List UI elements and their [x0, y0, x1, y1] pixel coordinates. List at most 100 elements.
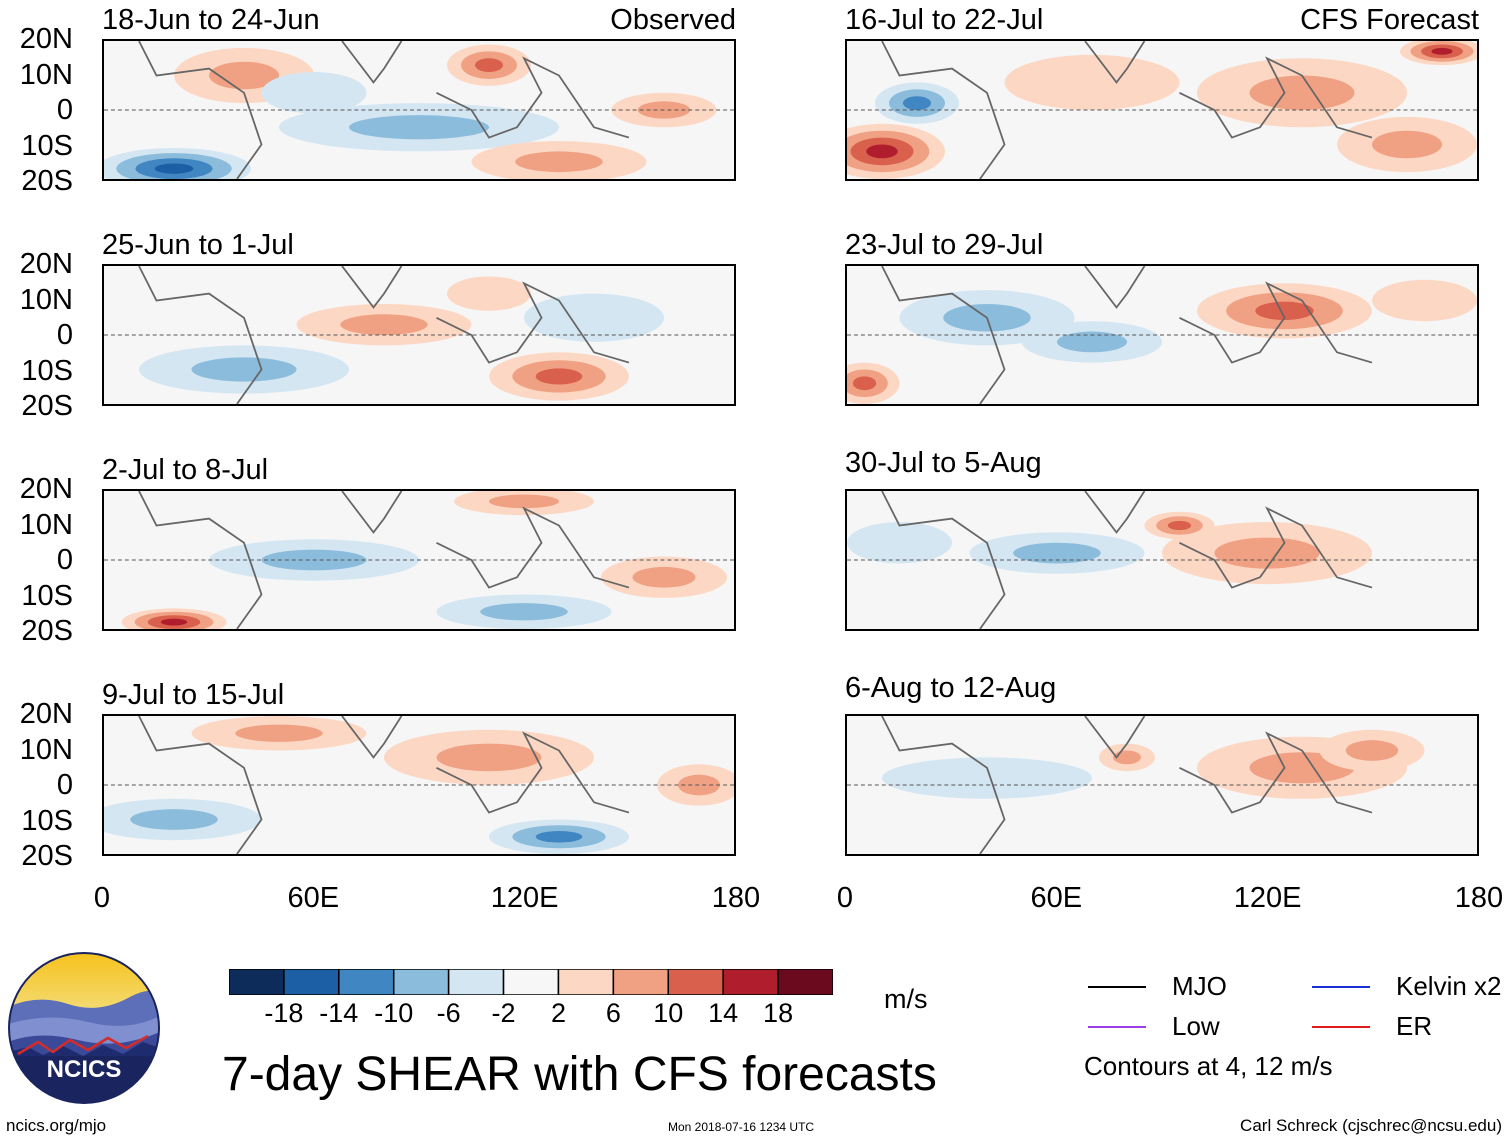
shear-anomaly-3: [480, 603, 568, 621]
lat-tick-label: 20N: [19, 473, 73, 505]
legend-swatch-mjo: [1088, 986, 1146, 988]
shear-field-4: [104, 491, 734, 629]
shear-field-0: [104, 41, 734, 179]
coastline: [138, 716, 630, 854]
colorbar-tick-label: -14: [319, 998, 359, 1028]
colorbar-swatch: [283, 969, 340, 995]
colorbar-tick-label: -10: [374, 998, 414, 1028]
shear-anomaly-3: [1057, 331, 1127, 353]
colorbar-tick-label: 10: [653, 998, 684, 1028]
lon-tick-label: 0: [836, 882, 854, 914]
shear-anomaly-2: [191, 357, 297, 382]
lat-tick-label: 20N: [19, 248, 73, 280]
coastline: [881, 491, 1373, 629]
panel-title: 30-Jul to 5-Aug: [845, 447, 1042, 479]
colorbar-swatch: [229, 969, 285, 995]
shear-anomaly-1: [475, 58, 503, 73]
lon-tick-label: 60E: [287, 882, 340, 914]
lat-tick-label: 10N: [19, 58, 73, 91]
legend-label: ER: [1396, 1011, 1433, 1041]
shear-anomaly-1: [1013, 542, 1101, 564]
panel-6: [102, 714, 736, 856]
lon-tick-label: 0: [93, 882, 111, 914]
lat-tick-label: 10S: [21, 354, 73, 387]
shear-anomaly-0: [160, 618, 188, 626]
footer-url[interactable]: ncics.org/mjo: [6, 1116, 107, 1135]
shear-anomaly-2: [1249, 75, 1355, 110]
shear-anomaly-0: [436, 743, 542, 772]
panel-title: 6-Aug to 12-Aug: [845, 672, 1057, 704]
panel-title: 18-Jun to 24-Jun: [102, 4, 320, 36]
lat-tick-label: 20S: [21, 840, 73, 872]
shear-anomaly-0: [340, 314, 428, 335]
shear-anomaly-0: [866, 144, 898, 159]
panel-2: [102, 264, 736, 406]
panel-title: 23-Jul to 29-Jul: [845, 229, 1044, 261]
colorbar-swatch: [338, 969, 395, 995]
colorbar-tick-label: 18: [763, 998, 794, 1028]
shear-anomaly-3: [1345, 740, 1399, 761]
shear-anomaly-6: [261, 72, 367, 114]
lat-tick-label: 20S: [21, 165, 73, 197]
colorbar-swatch: [557, 969, 615, 995]
colorbar-swatch: [777, 969, 833, 995]
lat-tick-label: 10N: [19, 283, 73, 316]
legend-label: Kelvin x2: [1396, 971, 1502, 1001]
panel-label-observed: Observed: [610, 4, 736, 36]
coastline: [138, 491, 630, 629]
colorbar-swatch: [667, 969, 724, 995]
shear-anomaly-2: [852, 376, 877, 391]
colorbar-tick-label: -6: [436, 998, 461, 1028]
panel-0: [102, 39, 736, 181]
colorbar-tick-label: -2: [491, 998, 516, 1028]
shear-anomaly-1: [488, 494, 559, 509]
lon-tick-label: 120E: [490, 882, 559, 914]
shear-anomaly-1: [1255, 301, 1314, 321]
lat-tick-label: 10N: [19, 508, 73, 541]
coastline: [881, 41, 1373, 179]
panel-title: 25-Jun to 1-Jul: [102, 229, 294, 261]
shear-anomaly-3: [349, 115, 489, 140]
coastline: [881, 266, 1373, 404]
lon-tick-label: 120E: [1233, 882, 1302, 914]
colorbar-tick-label: 2: [550, 998, 566, 1028]
ncics-logo: NCICS: [8, 952, 160, 1104]
shear-field-5: [847, 491, 1477, 629]
panel-5: [845, 489, 1479, 631]
lat-tick-label: 10S: [21, 804, 73, 837]
panel-title: 16-Jul to 22-Jul: [845, 4, 1044, 36]
shear-anomaly-0: [209, 61, 279, 90]
shear-anomaly-3: [130, 809, 218, 830]
shear-field-3: [847, 266, 1477, 404]
shear-field-7: [847, 716, 1477, 854]
colorbar-swatch: [612, 969, 670, 995]
shear-anomaly-1: [535, 368, 583, 385]
lon-tick-label: 180: [711, 882, 761, 914]
coastline: [138, 41, 630, 179]
shear-anomaly-3: [1431, 47, 1453, 55]
shear-anomaly-0: [1214, 537, 1320, 569]
lat-tick-label: 0: [56, 319, 73, 351]
panel-4: [102, 489, 736, 631]
lat-tick-label: 20N: [19, 698, 73, 730]
coastline: [138, 266, 630, 404]
colorbar-tick-label: 14: [708, 998, 739, 1028]
shear-anomaly-3: [524, 293, 664, 342]
shear-anomaly-4: [1372, 279, 1477, 322]
shear-anomaly-5: [1004, 54, 1180, 110]
shear-anomaly-1: [882, 757, 1092, 799]
lat-tick-label: 0: [56, 544, 73, 576]
shear-anomaly-3: [847, 522, 952, 564]
shear-anomaly-4: [515, 151, 603, 173]
shear-anomaly-1: [235, 724, 323, 742]
lat-tick-label: 10S: [21, 579, 73, 612]
shear-anomaly-2: [154, 163, 194, 174]
panel-title: 2-Jul to 8-Jul: [102, 454, 269, 486]
coastline: [881, 716, 1373, 854]
logo-text: NCICS: [47, 1056, 122, 1083]
lon-tick-label: 60E: [1030, 882, 1083, 914]
shear-field-6: [104, 716, 734, 854]
panel-7: [845, 714, 1479, 856]
shear-field-2: [104, 266, 734, 404]
lat-tick-label: 10S: [21, 129, 73, 162]
